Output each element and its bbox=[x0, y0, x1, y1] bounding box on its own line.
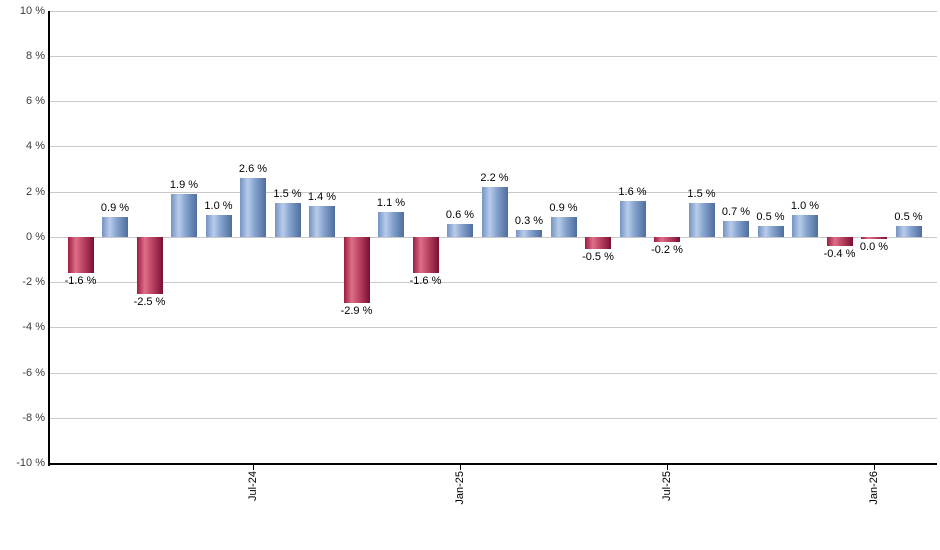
bar-positive bbox=[447, 223, 473, 238]
bar-positive bbox=[688, 203, 715, 238]
bar-value-label: -0.5 % bbox=[582, 250, 614, 263]
bar-positive bbox=[378, 212, 404, 238]
bar-positive bbox=[309, 205, 335, 238]
bar-value-label: -1.6 % bbox=[64, 275, 97, 288]
bar-positive bbox=[792, 214, 818, 238]
bar-value-label: -2.9 % bbox=[340, 304, 373, 317]
bar-negative bbox=[412, 237, 439, 274]
bar-negative bbox=[585, 237, 611, 249]
bar-value-label: 2.6 % bbox=[238, 163, 268, 176]
y-axis-tick-label: 10 % bbox=[19, 4, 45, 17]
bar-positive bbox=[895, 225, 922, 238]
bar-value-label: -2.5 % bbox=[133, 295, 166, 308]
bar-value-label: -1.6 % bbox=[409, 275, 442, 288]
bar-value-label: 1.9 % bbox=[169, 179, 199, 192]
x-axis-tick-label: Jul-25 bbox=[661, 470, 673, 501]
bar-positive bbox=[723, 221, 749, 238]
bar-value-label: 1.1 % bbox=[376, 197, 406, 210]
bar-value-label: 1.0 % bbox=[790, 199, 820, 212]
bar-positive bbox=[550, 216, 577, 238]
x-axis-line bbox=[48, 462, 937, 465]
bar-negative bbox=[861, 237, 887, 240]
bar-value-label: 1.6 % bbox=[618, 186, 647, 199]
bar-negative bbox=[67, 237, 94, 274]
gridline bbox=[49, 101, 937, 102]
bar-value-label: 1.5 % bbox=[687, 188, 716, 201]
y-axis-tick-label: -2 % bbox=[22, 276, 45, 288]
bar-positive bbox=[516, 230, 542, 238]
x-axis-tick-label: Jan-26 bbox=[868, 470, 880, 505]
gridline bbox=[49, 10, 937, 12]
gridline bbox=[49, 327, 937, 329]
y-axis-tick-label: 4 % bbox=[26, 140, 45, 153]
gridline bbox=[49, 55, 937, 57]
bar-value-label: 2.2 % bbox=[480, 172, 509, 185]
bar-positive bbox=[171, 194, 197, 238]
gridline bbox=[49, 236, 937, 238]
bar-value-label: 1.4 % bbox=[307, 190, 337, 203]
y-axis-tick-label: -8 % bbox=[22, 411, 45, 424]
gridline bbox=[49, 417, 937, 419]
y-axis-tick-label: -4 % bbox=[22, 321, 45, 334]
bar-value-label: 0.9 % bbox=[100, 201, 130, 214]
bar-negative bbox=[654, 237, 680, 242]
gridline bbox=[49, 372, 937, 374]
bar-value-label: 0.9 % bbox=[549, 201, 578, 214]
x-axis-tick-label: Jan-25 bbox=[454, 470, 466, 505]
bar-positive bbox=[240, 178, 266, 238]
bar-positive bbox=[274, 203, 301, 238]
bar-positive bbox=[757, 225, 784, 238]
gridline bbox=[49, 146, 937, 148]
bar-value-label: 0.0 % bbox=[859, 241, 889, 254]
y-axis-line bbox=[48, 11, 50, 466]
y-axis-tick-label: -10 % bbox=[16, 457, 45, 469]
bar-value-label: 1.0 % bbox=[204, 199, 233, 212]
bar-value-label: 0.3 % bbox=[514, 215, 544, 228]
bar-positive bbox=[205, 214, 232, 238]
bar-value-label: -0.2 % bbox=[651, 243, 683, 256]
bar-value-label: 0.6 % bbox=[445, 208, 475, 221]
y-axis-tick-label: -6 % bbox=[22, 366, 45, 379]
x-axis-tick bbox=[667, 462, 668, 470]
bar-positive bbox=[481, 187, 508, 238]
bar-negative bbox=[136, 237, 163, 294]
bar-value-label: 0.5 % bbox=[756, 210, 785, 223]
y-axis-tick-label: 0 % bbox=[26, 230, 45, 243]
bar-value-label: 0.7 % bbox=[721, 206, 751, 219]
x-axis-tick bbox=[460, 462, 461, 470]
x-axis-tick-label: Jul-24 bbox=[247, 470, 259, 501]
x-axis-tick bbox=[253, 462, 254, 470]
bar-value-label: 0.5 % bbox=[894, 210, 923, 223]
gridline bbox=[49, 282, 937, 283]
bar-value-label: 1.5 % bbox=[273, 188, 302, 201]
x-axis-tick bbox=[874, 462, 875, 470]
bar-positive bbox=[619, 201, 646, 238]
y-axis-tick-label: 8 % bbox=[26, 49, 45, 62]
bar-positive bbox=[102, 216, 128, 238]
bar-negative bbox=[826, 237, 853, 247]
y-axis-tick-label: 2 % bbox=[26, 185, 45, 198]
bar-value-label: -0.4 % bbox=[823, 248, 856, 261]
bar-negative bbox=[343, 237, 370, 303]
y-axis-tick-label: 6 % bbox=[26, 95, 45, 107]
